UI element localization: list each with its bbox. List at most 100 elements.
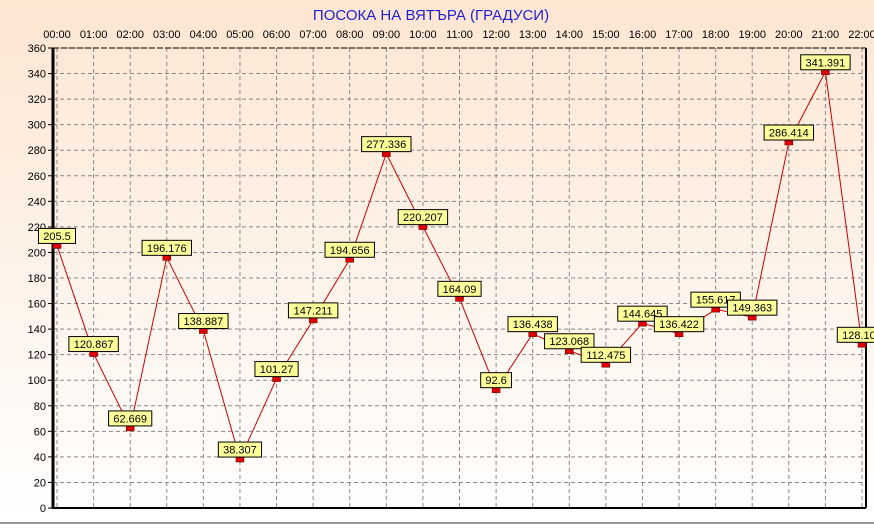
data-label-box: [324, 241, 375, 258]
data-label-text: 38.307: [223, 445, 257, 457]
y-tick-label: 320: [28, 94, 46, 106]
data-label: 220.207: [397, 209, 449, 226]
data-point-marker[interactable]: [418, 224, 428, 230]
data-label: 128.103: [836, 326, 874, 343]
x-tick-label: 01:00: [80, 29, 108, 41]
data-point-marker[interactable]: [711, 306, 720, 313]
x-tick-label: 12:00: [482, 29, 510, 41]
x-tick-label: 14:00: [556, 29, 584, 41]
x-tick-label: 13:00: [519, 29, 547, 41]
data-point-marker[interactable]: [491, 387, 501, 393]
data-point-marker[interactable]: [821, 69, 830, 76]
y-tick-label: 180: [28, 273, 46, 285]
y-tick-label: 240: [28, 196, 46, 208]
data-point-marker[interactable]: [747, 314, 757, 321]
data-label-box: [178, 313, 229, 330]
x-tick-label: 02:00: [116, 29, 144, 41]
data-label-text: 136.422: [659, 319, 699, 331]
x-tick-label: 21:00: [812, 29, 840, 41]
data-label-box: [141, 239, 192, 256]
data-label-text: 138.887: [183, 316, 223, 328]
y-tick-label: 160: [28, 299, 46, 311]
data-label-text: 164.09: [443, 284, 477, 296]
data-label-text: 155.617: [696, 295, 736, 307]
data-label-box: [580, 346, 632, 363]
data-label-text: 62.669: [113, 413, 147, 425]
data-label: 92.6: [480, 372, 512, 389]
data-label: 194.656: [324, 241, 375, 258]
data-label-text: 123.068: [549, 336, 589, 348]
data-label: 123.068: [544, 333, 595, 350]
data-label-box: [254, 361, 299, 378]
data-point-marker[interactable]: [125, 425, 135, 432]
y-tick-label: 100: [28, 375, 46, 387]
data-label: 120.867: [68, 336, 119, 353]
x-tick-label: 18:00: [702, 29, 730, 41]
data-label-box: [507, 316, 558, 333]
y-tick-label: 300: [28, 120, 46, 132]
data-label-box: [653, 316, 705, 333]
data-label: 101.27: [254, 361, 299, 378]
data-label-box: [38, 227, 76, 244]
data-label: 38.307: [217, 441, 263, 458]
data-label-box: [287, 302, 339, 319]
data-label-text: 144.645: [623, 309, 663, 321]
data-label-text: 286.414: [769, 128, 809, 140]
data-label-text: 147.211: [294, 305, 333, 317]
x-tick-label: 11:00: [446, 29, 473, 41]
data-label-text: 120.867: [74, 339, 114, 351]
chart-title: ПОСОКА НА ВЯТЪРА (ГРАДУСИ): [313, 7, 549, 24]
data-label-box: [437, 280, 482, 297]
data-point-marker[interactable]: [89, 351, 98, 357]
x-tick-label: 10:00: [409, 29, 437, 41]
y-tick-label: 0: [40, 503, 46, 515]
data-point-marker[interactable]: [857, 342, 867, 348]
data-point-marker[interactable]: [528, 331, 537, 337]
data-label-text: 205.5: [43, 231, 71, 243]
data-point-marker[interactable]: [565, 348, 574, 354]
x-tick-label: 22:00: [848, 29, 874, 41]
x-tick-label: 20:00: [775, 29, 803, 41]
data-label-text: 220.207: [403, 212, 443, 224]
data-label: 112.475: [580, 346, 632, 363]
data-point-marker[interactable]: [382, 151, 391, 157]
data-label: 136.422: [653, 316, 705, 333]
data-point-marker[interactable]: [162, 255, 172, 261]
data-point-marker[interactable]: [199, 328, 208, 334]
data-label-text: 149.363: [732, 303, 772, 315]
data-point-marker[interactable]: [784, 139, 794, 146]
data-point-marker[interactable]: [308, 317, 318, 324]
y-tick-label: 260: [28, 171, 46, 183]
data-label: 147.211: [287, 302, 339, 319]
data-label-text: 136.438: [513, 319, 553, 331]
data-point-marker[interactable]: [52, 243, 62, 249]
y-tick-label: 360: [28, 43, 46, 55]
data-label: 136.438: [507, 316, 558, 333]
y-tick-label: 80: [34, 401, 46, 413]
data-label-text: 112.475: [586, 350, 625, 362]
data-label-box: [108, 410, 153, 427]
data-label-text: 196.176: [147, 243, 187, 255]
data-label-box: [68, 336, 119, 353]
data-point-marker[interactable]: [601, 362, 611, 368]
y-tick-label: 20: [34, 477, 46, 489]
data-point-marker[interactable]: [455, 296, 464, 302]
x-tick-label: 08:00: [336, 29, 364, 41]
x-tick-label: 16:00: [629, 29, 657, 41]
data-label-text: 277.336: [366, 139, 406, 151]
data-label-text: 194.656: [330, 245, 370, 257]
data-point-marker[interactable]: [272, 376, 281, 382]
data-point-marker[interactable]: [638, 320, 647, 327]
y-tick-label: 40: [34, 452, 46, 464]
x-tick-label: 09:00: [373, 29, 401, 41]
data-point-marker[interactable]: [235, 456, 245, 463]
data-point-marker[interactable]: [345, 257, 354, 263]
y-tick-label: 140: [28, 324, 46, 336]
data-point-marker[interactable]: [674, 331, 684, 337]
data-label: 62.669: [108, 410, 153, 427]
data-label-box: [836, 326, 874, 343]
y-tick-label: 340: [28, 69, 46, 81]
data-label-box: [480, 372, 512, 389]
